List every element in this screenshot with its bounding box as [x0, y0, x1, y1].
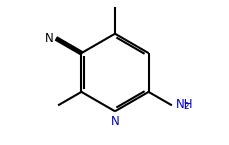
Text: N: N	[110, 115, 119, 128]
Text: N: N	[44, 32, 53, 45]
Text: 2: 2	[183, 102, 189, 111]
Text: NH: NH	[175, 98, 192, 111]
